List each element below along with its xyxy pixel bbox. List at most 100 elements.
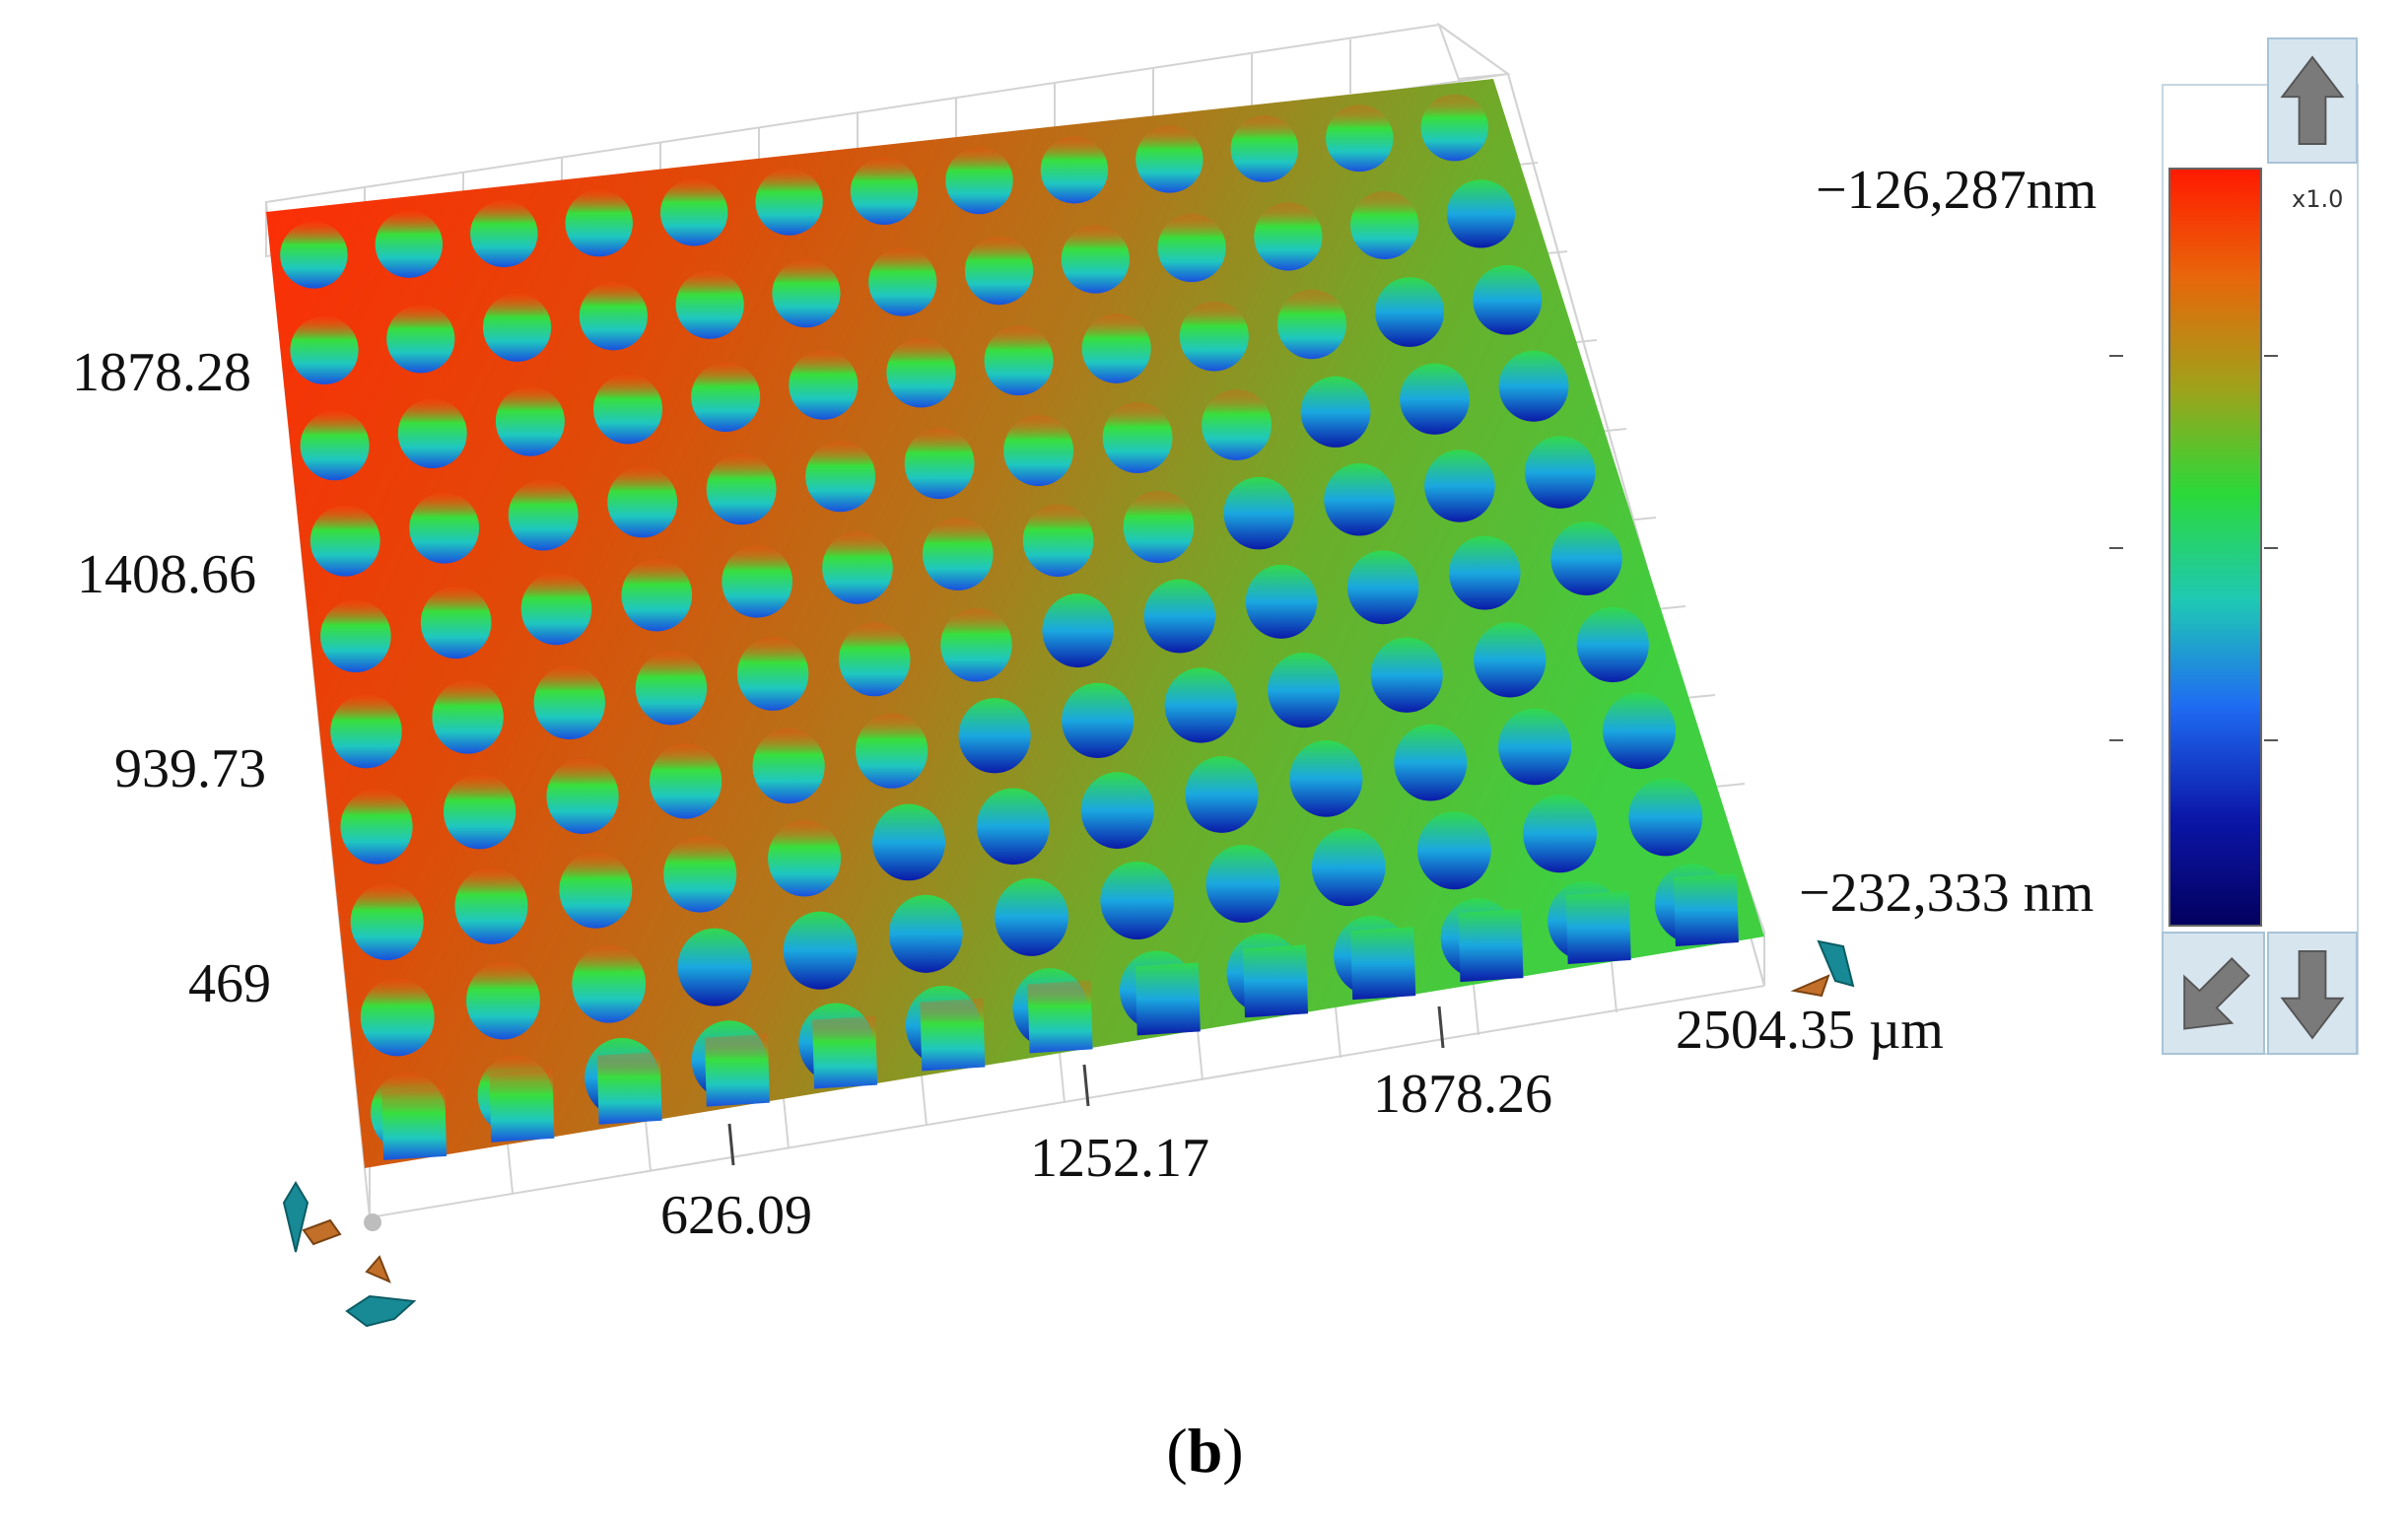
y-axis-tick-label: 469 — [188, 953, 271, 1014]
dimple — [1245, 564, 1318, 639]
dimple — [1202, 388, 1272, 460]
color-scale-tick — [2264, 547, 2278, 549]
color-scale-bar — [2168, 168, 2262, 927]
dimple — [1446, 179, 1516, 248]
dimple — [768, 819, 842, 897]
color-scale-max-label: −126,287nm — [1816, 160, 2098, 221]
dimple — [888, 894, 963, 973]
dimple — [1102, 401, 1173, 474]
y-axis-tick-label: 1408.66 — [77, 544, 256, 605]
origin-marker — [364, 1213, 381, 1231]
front-dimple — [1458, 909, 1524, 983]
dimple — [1100, 861, 1175, 939]
dimple — [397, 398, 467, 469]
dimple — [1080, 772, 1154, 850]
dimple — [300, 410, 370, 481]
dimple — [752, 728, 825, 804]
dimple — [350, 883, 424, 961]
scale-down-button[interactable] — [2267, 932, 2358, 1055]
dimple — [533, 665, 605, 740]
dimple — [1022, 504, 1094, 578]
color-scale-tick — [2109, 355, 2123, 357]
dimple — [572, 944, 647, 1023]
dimple — [675, 270, 744, 339]
dimple — [871, 803, 945, 881]
dimple — [330, 694, 402, 769]
front-dimple — [812, 1015, 878, 1089]
dimple — [1346, 550, 1419, 625]
dimple — [1498, 708, 1572, 786]
dimple — [1576, 606, 1649, 683]
dimple — [1268, 652, 1341, 728]
dimple — [280, 221, 348, 289]
dimple — [1185, 756, 1259, 833]
front-dimple — [1565, 891, 1631, 965]
dimple — [1424, 450, 1495, 522]
dimple — [466, 961, 540, 1040]
front-dimple — [1350, 927, 1416, 1001]
dimple — [976, 788, 1050, 866]
dimple — [1003, 415, 1073, 487]
dimple — [443, 774, 516, 850]
dimple — [964, 236, 1034, 306]
dimple — [1157, 213, 1226, 283]
zoom-level-label: x1.0 — [2292, 185, 2344, 213]
dimple — [1416, 811, 1491, 890]
dimple — [945, 147, 1013, 215]
dimple — [1498, 350, 1569, 422]
surface-plane — [266, 79, 1764, 1168]
dimple — [663, 835, 737, 913]
scale-up-button[interactable] — [2267, 37, 2358, 164]
dimple — [1326, 104, 1394, 173]
color-scale-min-label: −232,333 nm — [1799, 863, 2095, 924]
dimple — [375, 210, 444, 278]
dimple — [340, 789, 413, 865]
dimple — [958, 698, 1031, 774]
dimple — [1179, 301, 1249, 372]
x-axis-tick-label: 1252.17 — [1030, 1128, 1209, 1189]
figure-letter: b — [1187, 1416, 1223, 1486]
dimple — [420, 586, 492, 659]
rotate-handle-icon[interactable] — [1790, 939, 1855, 998]
dimple — [520, 572, 592, 646]
dimple — [1449, 535, 1521, 610]
dimple — [1289, 739, 1363, 817]
front-dimple — [596, 1051, 662, 1125]
dimple — [310, 505, 380, 577]
dimple — [1081, 313, 1151, 383]
x-axis-tick-label: 1878.26 — [1373, 1064, 1552, 1125]
dimple — [559, 852, 633, 929]
dimple — [1524, 436, 1596, 509]
dimple — [565, 189, 633, 257]
rotate-handle-icon[interactable] — [282, 1181, 417, 1328]
dimple — [1254, 202, 1323, 271]
dimple — [579, 282, 648, 351]
x-axis-end-label: 2504.35 µm — [1676, 1000, 1944, 1061]
dimple — [904, 428, 975, 500]
dimple — [1042, 593, 1114, 668]
dimple — [470, 200, 538, 268]
dimple — [386, 305, 455, 374]
dimple — [1420, 94, 1488, 162]
dimple — [1550, 521, 1622, 595]
dimple — [1143, 579, 1216, 654]
y-axis-tick-label: 1878.28 — [72, 342, 251, 403]
scale-reset-button[interactable] — [2162, 932, 2265, 1055]
dimple — [805, 441, 876, 513]
dimple — [722, 545, 792, 618]
dimple — [454, 867, 528, 944]
color-scale-tick — [2109, 547, 2123, 549]
dimple — [607, 466, 678, 538]
front-dimple — [381, 1086, 447, 1160]
dimple — [922, 518, 994, 590]
dimple — [772, 258, 841, 328]
dimple — [1062, 682, 1135, 759]
front-dimple — [704, 1033, 770, 1107]
dimple — [546, 758, 619, 834]
front-dimple — [1135, 962, 1201, 1036]
dimple — [635, 651, 708, 726]
dimple — [1300, 376, 1371, 448]
dimple — [649, 743, 722, 819]
dimple — [1370, 637, 1443, 713]
